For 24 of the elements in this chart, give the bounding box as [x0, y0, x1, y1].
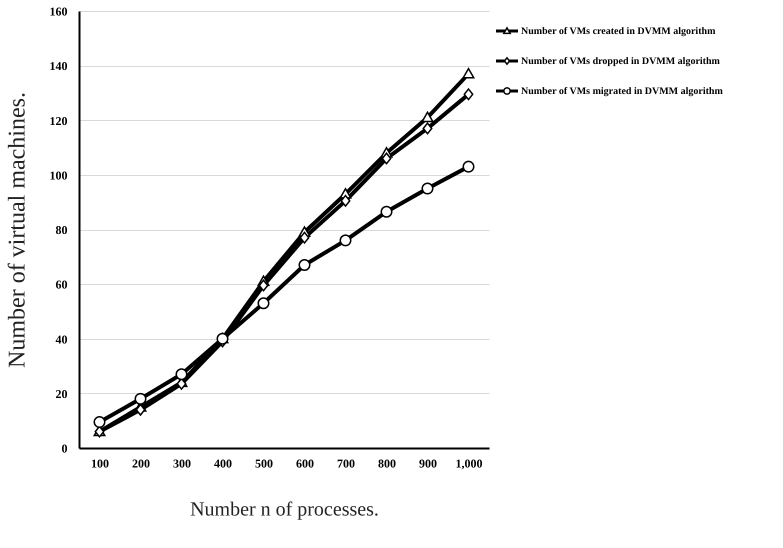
y-tick-label: 0 — [62, 442, 68, 456]
x-tick-label: 100 — [91, 456, 109, 470]
y-tick-label: 160 — [50, 4, 68, 18]
x-tick-label: 200 — [132, 456, 150, 470]
y-tick-label: 60 — [56, 278, 68, 292]
y-tick-label: 80 — [56, 223, 68, 237]
legend-label: Number of VMs dropped in DVMM algorithm — [521, 56, 721, 67]
x-tick-label: 500 — [255, 456, 273, 470]
legend-label: Number of VMs migrated in DVMM algorithm — [521, 86, 724, 97]
legend-label: Number of VMs created in DVMM algorithm — [521, 26, 716, 37]
y-tick-label: 100 — [50, 168, 68, 182]
x-tick-label: 300 — [173, 456, 191, 470]
x-tick-label: 700 — [337, 456, 355, 470]
y-tick-label: 20 — [56, 386, 68, 401]
x-axis-title: Number n of processes. — [190, 498, 379, 520]
y-tick-label: 140 — [50, 59, 68, 74]
x-tick-label: 1,000 — [456, 456, 482, 470]
y-axis-title: Number of virtual machines. — [4, 92, 30, 368]
x-tick-label: 800 — [378, 456, 396, 470]
x-tick-label: 600 — [296, 456, 314, 470]
y-tick-label: 40 — [56, 332, 68, 346]
x-tick-label: 400 — [214, 456, 232, 470]
x-tick-label: 900 — [419, 456, 437, 470]
y-tick-label: 120 — [50, 114, 68, 128]
